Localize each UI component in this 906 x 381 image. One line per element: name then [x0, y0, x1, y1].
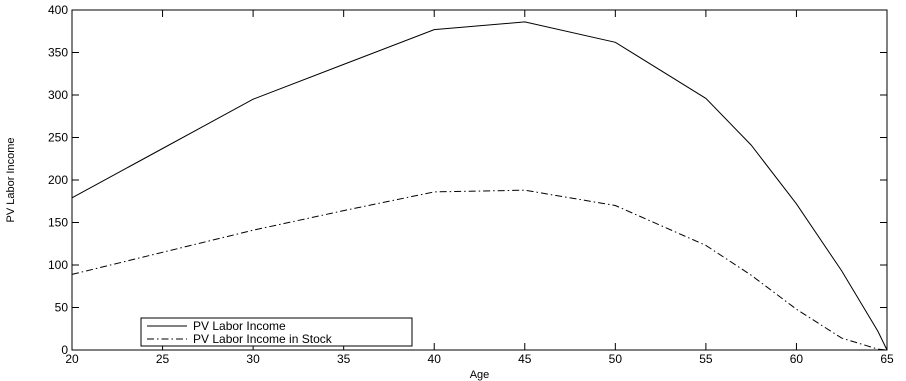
x-tick-label-65: 65: [880, 352, 894, 366]
x-tick-label-50: 50: [609, 352, 623, 366]
legend-label-pv-labor-income-in-stock: PV Labor Income in Stock: [193, 332, 333, 346]
x-tick-label-20: 20: [65, 352, 79, 366]
plot-area: [71, 9, 888, 351]
y-tick-label-300: 300: [48, 88, 68, 102]
y-tick-label-0: 0: [61, 343, 68, 357]
y-axis-ticks: 0 50 100 150 200 250 300 350 400: [48, 3, 887, 357]
y-tick-label-200: 200: [48, 173, 68, 187]
y-tick-label-50: 50: [55, 301, 69, 315]
series-line-0: [71, 21, 888, 351]
legend-box: [140, 317, 413, 347]
y-tick-label-350: 350: [48, 46, 68, 60]
x-tick-label-30: 30: [246, 352, 260, 366]
x-tick-label-25: 25: [156, 352, 170, 366]
x-tick-label-35: 35: [337, 352, 351, 366]
x-tick-label-40: 40: [428, 352, 442, 366]
x-tick-label-45: 45: [518, 352, 532, 366]
x-tick-label-55: 55: [699, 352, 713, 366]
y-axis-label: PV Labor Income: [5, 138, 17, 223]
y-tick-label-150: 150: [48, 216, 68, 230]
legend: PV Labor Income PV Labor Income in Stock: [140, 317, 413, 347]
series-line-1: [71, 189, 888, 351]
x-tick-label-60: 60: [790, 352, 804, 366]
x-axis-ticks: 20 25 30 35 40 45 50 55 60 65: [65, 10, 894, 366]
y-tick-label-250: 250: [48, 131, 68, 145]
x-axis-label: Age: [470, 369, 490, 381]
series-layer: [71, 21, 888, 351]
y-tick-label-400: 400: [48, 3, 68, 17]
y-tick-label-100: 100: [48, 258, 68, 272]
legend-label-pv-labor-income: PV Labor Income: [193, 319, 286, 333]
